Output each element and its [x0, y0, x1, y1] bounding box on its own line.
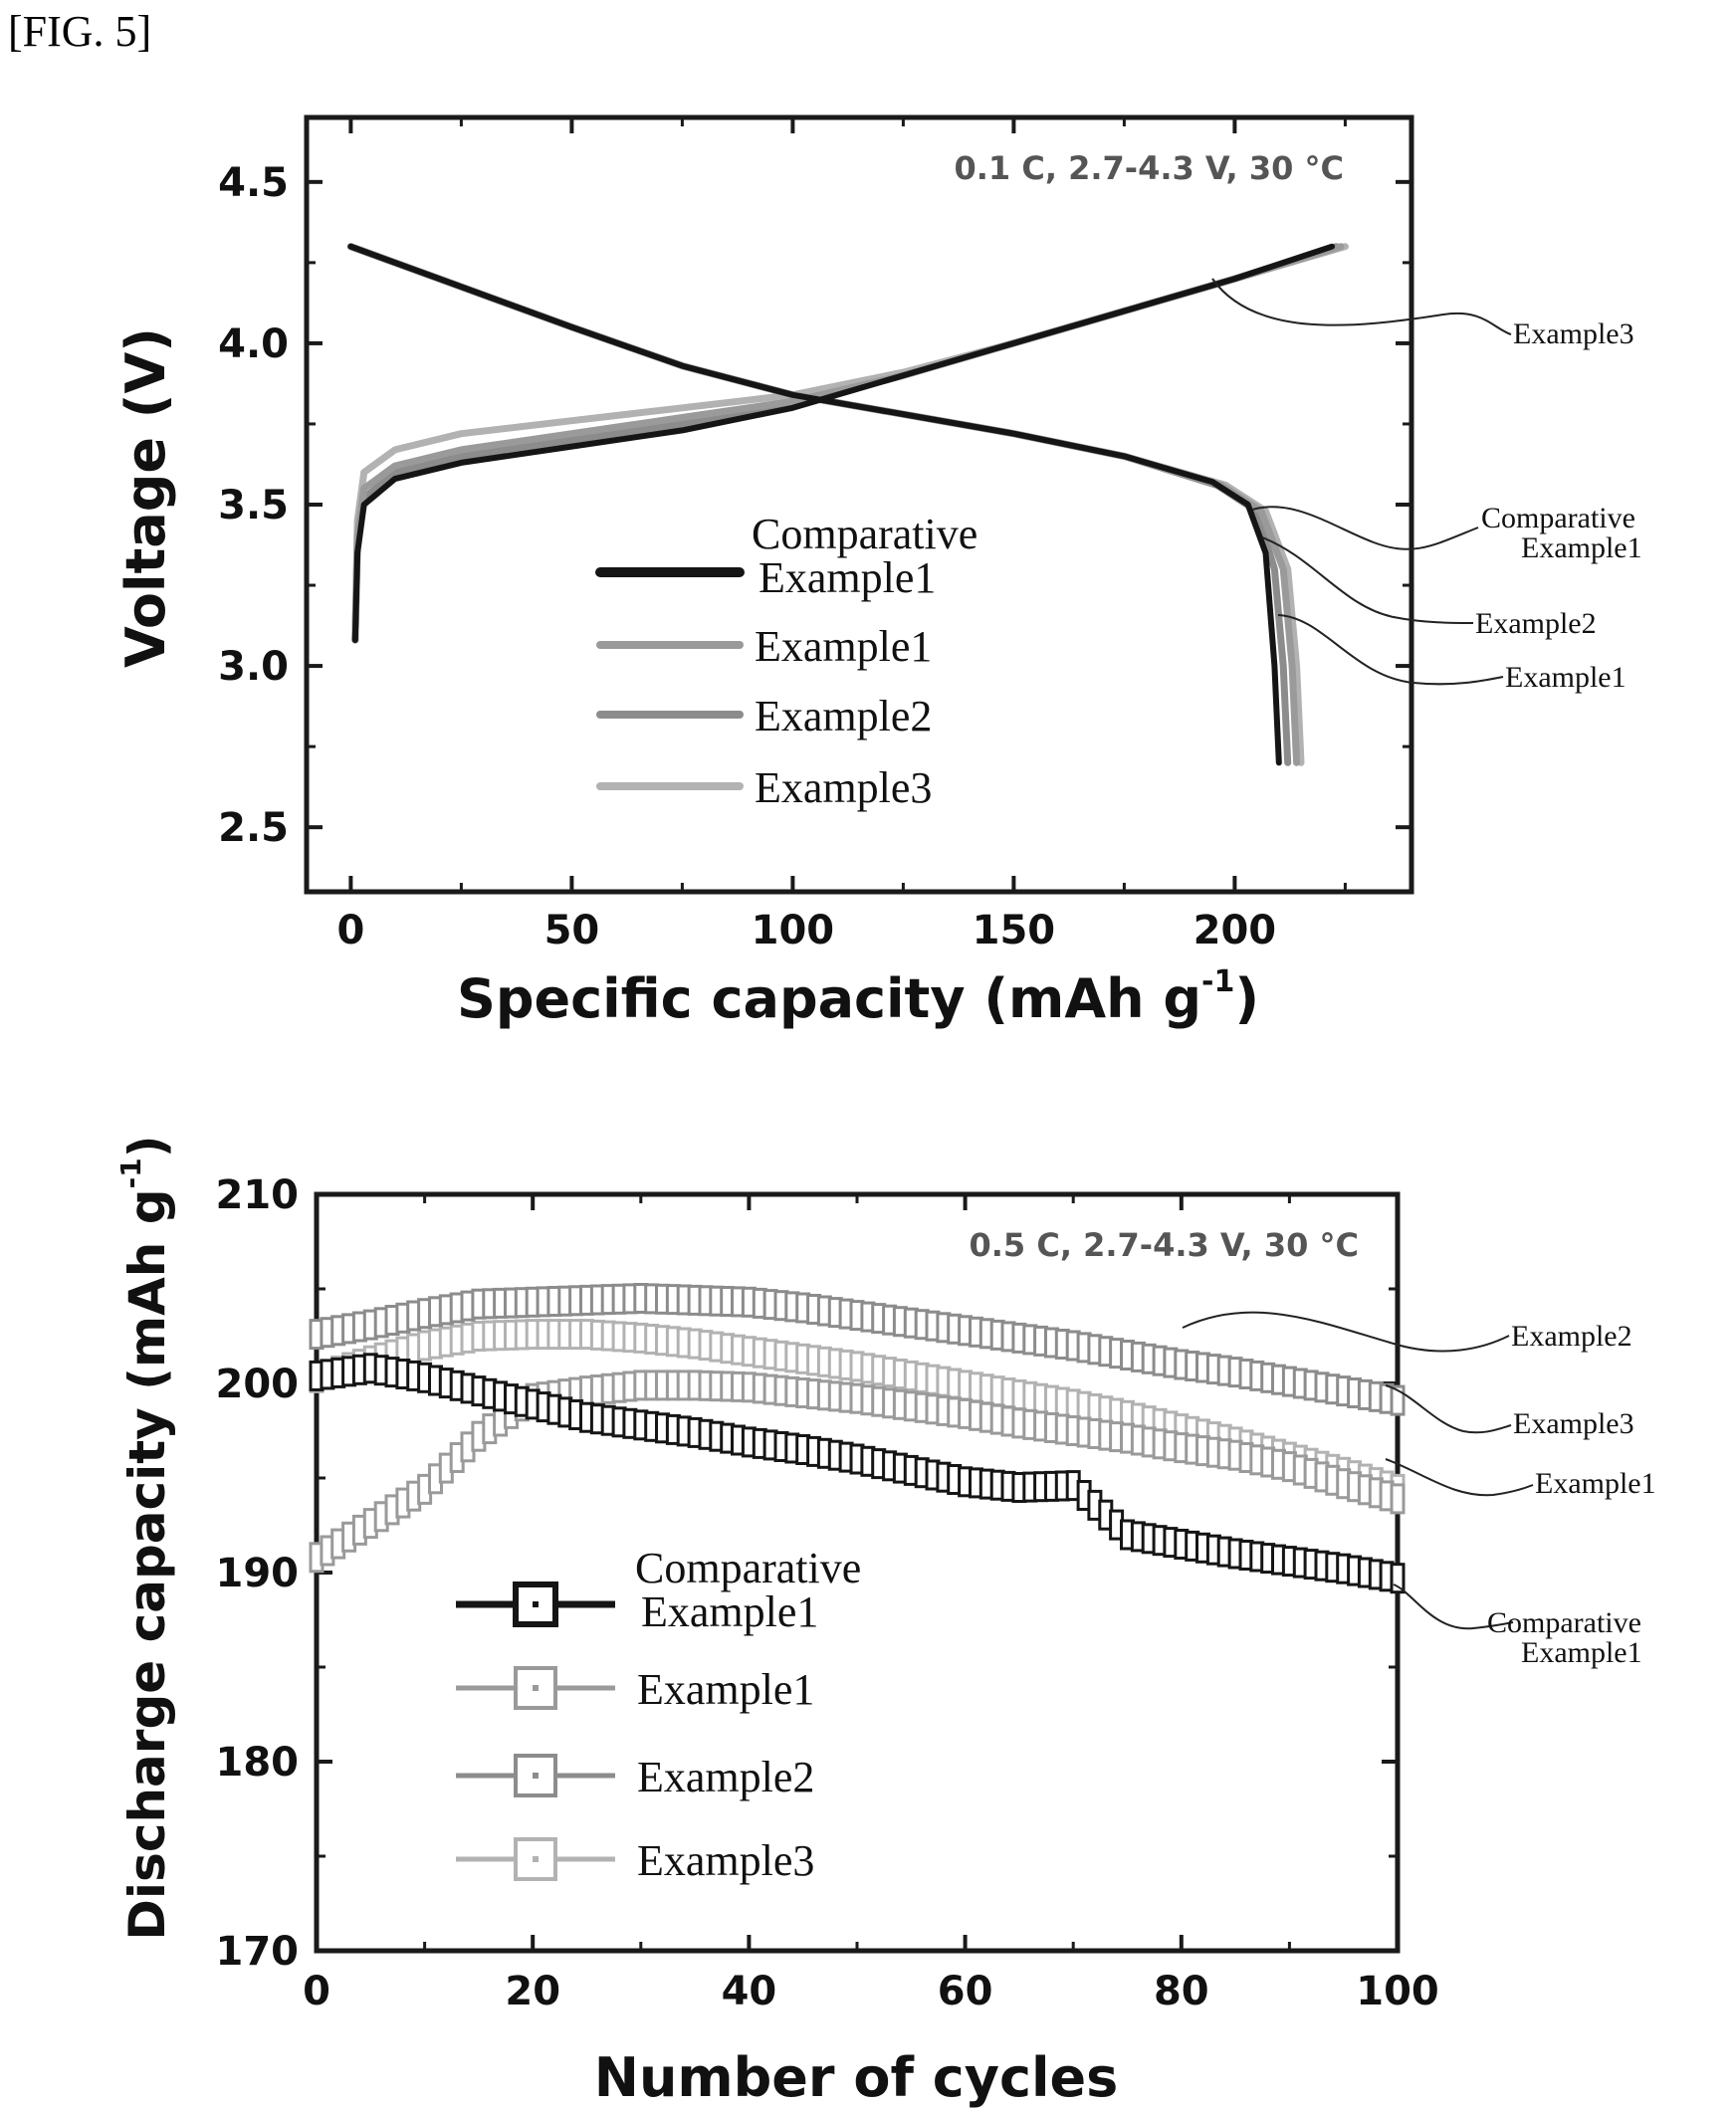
chart2-callout-label: Comparative	[1487, 1606, 1641, 1639]
chart2-callout-leader	[1182, 1311, 1510, 1353]
chart1-callout-label: Example3	[1513, 317, 1634, 350]
chart1-callout-label: Example1	[1521, 531, 1642, 564]
chart1-x-tick-label: 0	[336, 908, 364, 953]
chart2-series	[309, 1283, 1406, 1594]
chart1-callouts: Example3ComparativeExample1Example2Examp…	[1211, 278, 1642, 694]
chart2-x-tick-label: 100	[1356, 1969, 1439, 2014]
chart2-legend-marker-dot	[533, 1601, 539, 1607]
chart1-callout-label: Example1	[1505, 661, 1627, 694]
chart1-x-tick-label: 150	[973, 908, 1056, 953]
chart1-legend-label: Example1	[755, 622, 932, 671]
chart1-series-line-discharge-comparative	[347, 243, 1282, 766]
chart1-y-tick-label: 4.5	[218, 160, 289, 206]
chart2-callout-label: Example1	[1535, 1467, 1656, 1500]
chart2-y-tick-label: 180	[216, 1740, 300, 1786]
chart1-callout-leader	[1251, 506, 1479, 550]
chart2-y-tick-label: 210	[216, 1172, 300, 1218]
chart2-marker-example1	[1390, 1483, 1406, 1515]
chart1-x-axis-title: Specific capacity (mAh g-1)	[457, 964, 1259, 1030]
chart2-callout-leader	[1393, 1583, 1514, 1630]
chart1-x-tick-label: 200	[1194, 908, 1277, 953]
chart1-legend-label: Example3	[755, 763, 932, 812]
chart1-series-line-charge-comparative	[351, 243, 1336, 644]
chart2-y-axis-title: Discharge capacity (mAh g-1)	[114, 1135, 176, 1940]
chart2-x-tick-label: 60	[938, 1969, 993, 2014]
chart1-callout-leader	[1261, 536, 1474, 624]
cycling-chart: 0 20 40 60 80 100 170 180 190 200 210 0.5 C, 2.7-4…	[114, 1135, 1656, 2108]
chart2-legend-marker-dot	[533, 1856, 539, 1862]
chart2-x-tick-label: 0	[303, 1969, 330, 2014]
chart2-callout-label: Example2	[1511, 1320, 1632, 1353]
chart2-condition-label: 0.5 C, 2.7-4.3 V, 30 °C	[970, 1226, 1360, 1264]
chart1-legend-label: Example1	[759, 553, 936, 602]
chart2-callouts: Example2Example3Example1ComparativeExamp…	[1182, 1311, 1656, 1669]
chart2-legend-marker	[514, 1754, 557, 1797]
chart1-callout-leader	[1211, 278, 1512, 335]
chart1-condition-label: 0.1 C, 2.7-4.3 V, 30 °C	[955, 149, 1345, 187]
chart2-x-axis-title: Number of cycles	[594, 2046, 1119, 2108]
chart1-legend-label: Example2	[755, 692, 932, 740]
chart2-x-tick-label: 20	[505, 1969, 560, 2014]
chart1-callout-label: Comparative	[1481, 502, 1635, 534]
chart2-ticks: 0 20 40 60 80 100 170 180 190 200 210	[216, 1172, 1439, 2014]
chart2-legend-label: Example3	[637, 1836, 814, 1885]
chart2-y-tick-label: 190	[216, 1551, 300, 1596]
chart1-y-tick-label: 3.0	[218, 644, 289, 690]
chart1-x-tick-label: 100	[752, 908, 835, 953]
chart2-legend-marker-dot	[533, 1773, 539, 1779]
chart2-x-tick-label: 40	[722, 1969, 777, 2014]
chart2-callout-leader	[1385, 1458, 1534, 1497]
chart1-x-tick-label: 50	[544, 908, 600, 953]
chart2-legend: ComparativeExample1Example1Example2Examp…	[456, 1544, 861, 1885]
chart2-legend-marker	[514, 1666, 557, 1710]
chart2-callout-label: Example3	[1513, 1407, 1634, 1440]
chart2-legend-label: Example1	[641, 1587, 818, 1636]
voltage-chart: 0 50 100 150 200 2.5 3.0 3.5 4.0 4.5 0.1 C, 2.7-4…	[114, 114, 1642, 1030]
chart2-y-tick-label: 170	[216, 1929, 300, 1975]
figure-label: [FIG. 5]	[8, 7, 152, 56]
chart2-callout-label: Example1	[1521, 1636, 1642, 1669]
chart2-legend-marker-dot	[533, 1685, 539, 1691]
chart2-marker-example2	[1390, 1384, 1406, 1416]
chart1-y-tick-label: 2.5	[218, 805, 289, 851]
chart1-ticks: 0 50 100 150 200 2.5 3.0 3.5 4.0 4.5	[218, 117, 1411, 953]
chart2-callout-leader	[1385, 1384, 1512, 1434]
chart2-legend-label: Comparative	[635, 1544, 861, 1592]
chart1-legend: ComparativeExample1Example1Example2Examp…	[595, 510, 977, 812]
chart1-series-line-discharge-example1	[346, 243, 1301, 766]
chart1-callout-label: Example2	[1475, 607, 1597, 640]
chart1-callout-leader	[1277, 614, 1504, 686]
chart1-series-line-discharge-example3	[346, 243, 1305, 766]
chart1-legend-label: Comparative	[752, 510, 977, 558]
chart2-legend-label: Example2	[637, 1753, 814, 1801]
chart1-y-tick-label: 4.0	[218, 321, 289, 367]
chart2-legend-label: Example1	[637, 1665, 814, 1714]
chart1-series	[346, 243, 1349, 766]
chart1-series-line-discharge-example2	[346, 243, 1292, 766]
chart1-y-axis-title: Voltage (V)	[114, 327, 177, 668]
chart2-x-tick-label: 80	[1154, 1969, 1209, 2014]
chart2-marker-comparative	[1390, 1563, 1406, 1594]
chart1-y-tick-label: 3.5	[218, 483, 289, 528]
chart2-y-tick-label: 200	[216, 1362, 300, 1407]
